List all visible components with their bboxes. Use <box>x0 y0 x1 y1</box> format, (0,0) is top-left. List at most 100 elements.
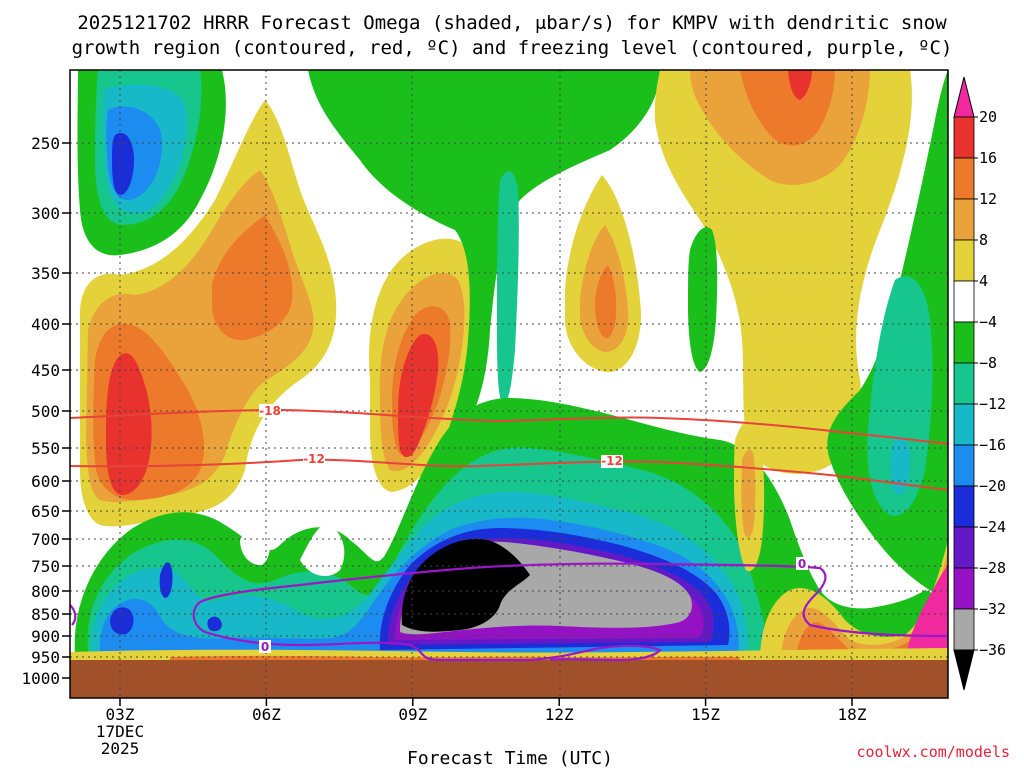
x-tick-label: 12Z <box>545 705 574 724</box>
colorbar-label: −8 <box>979 354 997 372</box>
omega-region-black <box>401 538 530 632</box>
x-axis-label: Forecast Time (UTC) <box>407 748 613 768</box>
colorbar-label: −4 <box>979 313 997 331</box>
y-tick-label: 250 <box>31 134 60 153</box>
colorbar-swatch <box>953 444 975 487</box>
omega-region-white-gap-2 <box>300 524 345 576</box>
svg-text:0: 0 <box>798 557 806 571</box>
dgz-contour-minus-12-label-1: -12 <box>303 452 325 466</box>
colorbar-swatch <box>953 76 975 118</box>
y-tick-label: 400 <box>31 315 60 334</box>
y-axis: 250 300 350 400 450 500 550 600 650 700 750 800 850 9… <box>21 134 70 688</box>
colorbar-label: −36 <box>979 641 1006 659</box>
freezing-level-contour <box>70 562 948 662</box>
omega-region-orange-lower-right <box>795 575 948 660</box>
grid-horizontal <box>70 142 948 658</box>
omega-region-gold-right-middle <box>741 449 756 538</box>
y-tick-label: 800 <box>31 582 60 601</box>
colorbar-swatch <box>953 280 975 323</box>
chart-title-line-1: 2025121702 HRRR Forecast Omega (shaded, … <box>77 12 947 34</box>
y-tick-label: 650 <box>31 502 60 521</box>
colorbar-swatch <box>953 157 975 200</box>
colorbar-label: 4 <box>979 272 988 290</box>
colorbar-swatch <box>953 403 975 446</box>
svg-text:-12: -12 <box>303 452 325 466</box>
colorbar-label: 16 <box>979 149 997 167</box>
y-tick-label: 900 <box>31 627 60 646</box>
dgz-contour-minus-18 <box>70 408 948 445</box>
omega-region-white-gap-1 <box>240 521 270 566</box>
plot-area: -18 -12 -12 0 0 <box>70 70 948 698</box>
omega-region-orange-upper-right <box>740 70 835 146</box>
omega-region-blue-core-2 <box>159 562 173 598</box>
omega-region-red-left <box>106 353 152 495</box>
colorbar-label: −28 <box>979 559 1006 577</box>
colorbar-label: −16 <box>979 436 1006 454</box>
freezing-level-label-2: 0 <box>796 557 808 571</box>
omega-region-green-top <box>308 70 660 440</box>
omega-region-teal-right <box>867 276 933 516</box>
y-tick-label: 350 <box>31 264 60 283</box>
colorbar-label: 8 <box>979 231 988 249</box>
y-tick-label: 700 <box>31 530 60 549</box>
omega-region-teal-top <box>497 171 519 405</box>
dgz-contour-minus-12-label-2: -12 <box>601 454 623 468</box>
x-tick-label: 06Z <box>252 705 281 724</box>
x-tick-label: 09Z <box>398 705 427 724</box>
y-tick-label: 450 <box>31 361 60 380</box>
x-date-label-2: 2025 <box>101 739 140 758</box>
y-tick-label: 300 <box>31 204 60 223</box>
svg-text:0: 0 <box>261 640 269 654</box>
y-tick-label: 550 <box>31 439 60 458</box>
colorbar-label: −12 <box>979 395 1006 413</box>
chart-title-line-2: growth region (contoured, red, ºC) and f… <box>72 37 953 59</box>
colorbar-swatch <box>953 526 975 569</box>
x-tick-label: 15Z <box>691 705 720 724</box>
omega-region-cyan-right <box>890 436 910 495</box>
colorbar-label: −20 <box>979 477 1006 495</box>
omega-region-red-upper-right <box>788 70 812 100</box>
colorbar-swatch <box>953 198 975 241</box>
x-tick-label: 03Z <box>106 705 135 724</box>
x-axis: 17DEC 2025 03Z 06Z 09Z 12Z 15Z 18Z <box>96 698 867 758</box>
colorbar-swatch <box>953 608 975 651</box>
omega-region-blue-core-1 <box>110 607 134 635</box>
y-tick-label: 950 <box>31 648 60 667</box>
dgz-contour-minus-18-label: -18 <box>259 404 281 418</box>
colorbar-swatch <box>953 116 975 159</box>
y-tick-label: 850 <box>31 605 60 624</box>
colorbar-swatch <box>953 362 975 405</box>
x-date-label-1: 17DEC <box>96 722 144 741</box>
omega-region-blue-core-3 <box>207 616 222 632</box>
credit-text: coolwx.com/models <box>856 743 1010 761</box>
svg-text:-12: -12 <box>601 454 623 468</box>
plot-frame <box>69 69 949 699</box>
x-tick-label: 18Z <box>838 705 867 724</box>
colorbar-label: 20 <box>979 108 997 126</box>
omega-region-orange-12z <box>595 265 617 339</box>
omega-region-blue <box>112 132 134 195</box>
colorbar-swatch <box>953 567 975 610</box>
dgz-contour-minus-12 <box>70 458 948 491</box>
y-tick-label: 500 <box>31 402 60 421</box>
colorbar-label: 12 <box>979 190 997 208</box>
colorbar-swatch <box>953 649 975 691</box>
colorbar-label: −24 <box>979 518 1006 536</box>
colorbar-swatch <box>953 239 975 282</box>
omega-region-yellow-upper-right <box>654 70 912 474</box>
omega-region-red-09z <box>398 334 439 458</box>
y-tick-label: 1000 <box>21 669 60 688</box>
colorbar-label: −32 <box>979 600 1006 618</box>
omega-region-orange-upper <box>212 215 293 341</box>
colorbar-swatch <box>953 485 975 528</box>
y-tick-label: 750 <box>31 557 60 576</box>
omega-region-green-isolated <box>688 227 718 372</box>
grid-vertical <box>119 70 853 698</box>
freezing-level-label-1: 0 <box>259 640 271 654</box>
colorbar-swatch <box>953 321 975 364</box>
y-tick-label: 600 <box>31 472 60 491</box>
svg-text:-18: -18 <box>259 404 281 418</box>
colorbar: 20 16 12 8 4 −4 −8 −12 −16 −20 −24 −28 −32 −36 <box>953 76 1006 691</box>
ground-below-surface <box>70 660 948 698</box>
